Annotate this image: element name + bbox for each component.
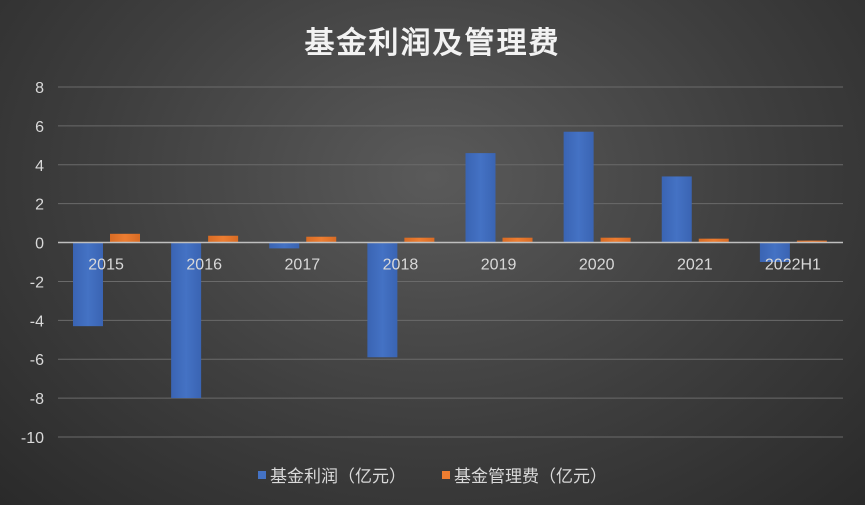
y-tick-label: -8 bbox=[30, 391, 44, 408]
y-tick-label: 4 bbox=[35, 158, 44, 175]
bar-fee-2022H1 bbox=[796, 240, 827, 243]
bar-profit-2016 bbox=[171, 242, 202, 399]
legend-label-fee: 基金管理费（亿元） bbox=[454, 467, 607, 487]
y-tick-label: -10 bbox=[21, 430, 44, 447]
bar-profit-2015 bbox=[73, 242, 103, 327]
legend-swatch-fee bbox=[442, 470, 450, 479]
x-category-label: 2018 bbox=[383, 257, 419, 274]
y-tick-label: 2 bbox=[35, 197, 44, 214]
bar-fee-2015 bbox=[110, 233, 140, 243]
x-category-label: 2016 bbox=[186, 257, 222, 274]
bar-profit-2017 bbox=[269, 242, 300, 249]
bar-profit-2019 bbox=[465, 153, 496, 243]
legend-swatch-profit bbox=[258, 470, 266, 479]
x-category-label: 2015 bbox=[88, 257, 124, 274]
bar-fee-2017 bbox=[306, 236, 337, 243]
y-tick-label: 8 bbox=[35, 80, 44, 97]
legend: 基金利润（亿元） 基金管理费（亿元） bbox=[0, 462, 865, 487]
x-category-label: 2019 bbox=[481, 257, 517, 274]
legend-label-profit: 基金利润（亿元） bbox=[270, 467, 406, 487]
x-category-label: 2020 bbox=[579, 257, 615, 274]
x-category-label: 2022H1 bbox=[765, 257, 821, 274]
bar-fee-2021 bbox=[698, 238, 729, 243]
bar-fee-2016 bbox=[208, 235, 239, 243]
y-tick-label: -2 bbox=[30, 274, 44, 291]
x-category-label: 2021 bbox=[677, 257, 713, 274]
bar-profit-2022H1 bbox=[759, 242, 790, 262]
y-tick-label: -4 bbox=[30, 313, 44, 330]
legend-item-fee: 基金管理费（亿元） bbox=[442, 462, 607, 487]
bar-profit-2021 bbox=[661, 176, 692, 243]
y-tick-label: 0 bbox=[35, 236, 44, 253]
bar-fee-2019 bbox=[502, 237, 533, 243]
y-tick-label: -6 bbox=[30, 352, 44, 369]
y-tick-label: 6 bbox=[35, 119, 44, 136]
legend-item-profit: 基金利润（亿元） bbox=[258, 462, 406, 487]
bar-profit-2020 bbox=[563, 131, 594, 243]
chart-title: 基金利润及管理费 bbox=[304, 26, 561, 61]
x-category-label: 2017 bbox=[285, 257, 321, 274]
bar-fee-2020 bbox=[600, 237, 631, 243]
bar-profit-2018 bbox=[367, 242, 398, 358]
bar-fee-2018 bbox=[404, 237, 435, 243]
